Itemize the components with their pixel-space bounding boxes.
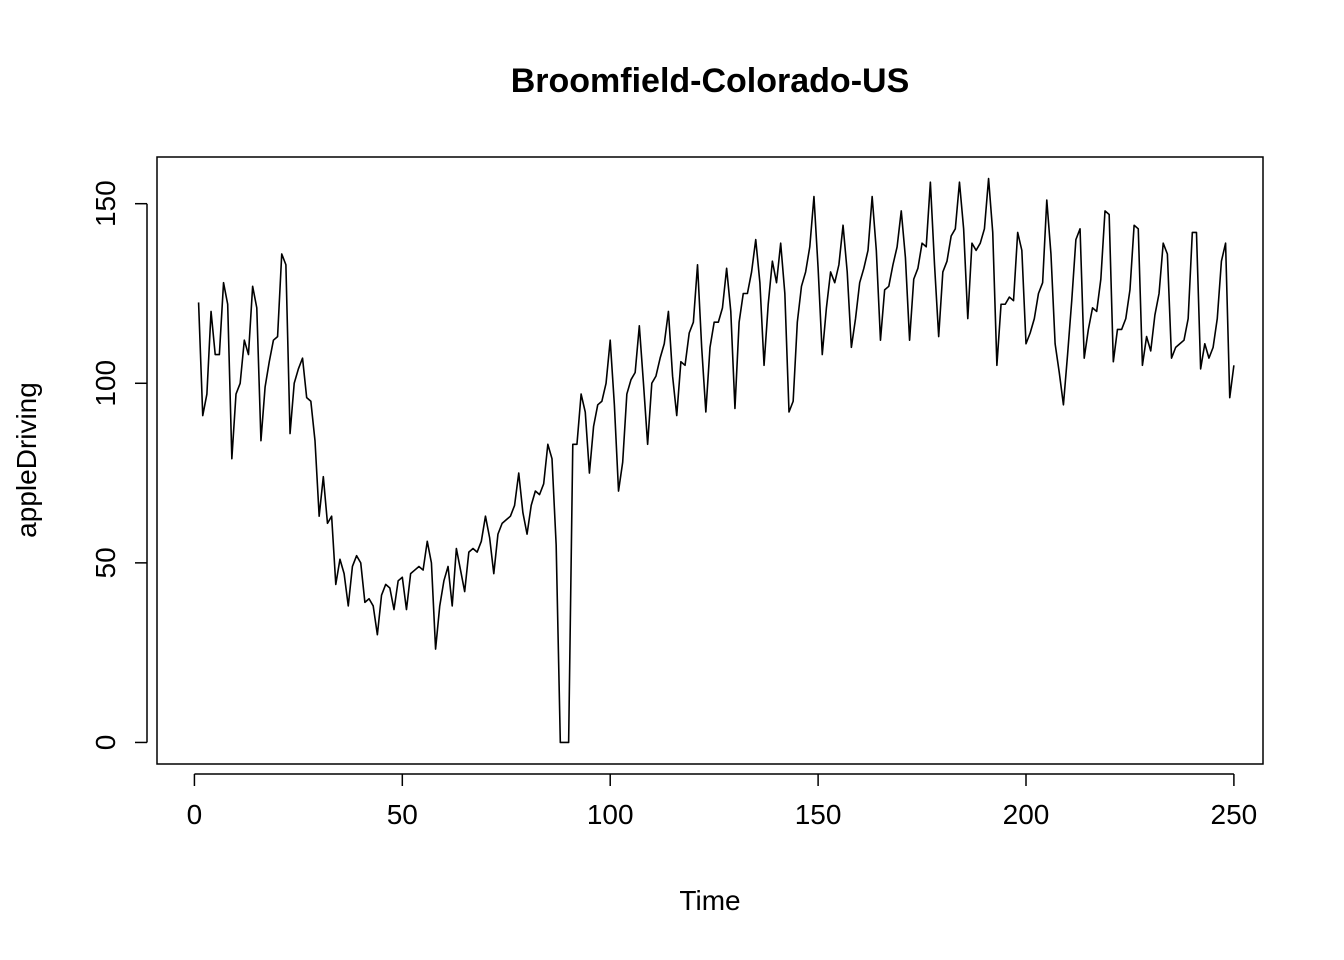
y-axis: 0 50 100 150	[90, 180, 148, 751]
y-tick-label: 0	[90, 735, 121, 751]
x-tick-label: 0	[187, 799, 203, 830]
series-line	[197, 177, 1235, 744]
chart-title: Broomfield-Colorado-US	[511, 62, 910, 100]
x-tick-label: 150	[795, 799, 842, 830]
y-tick-label: 150	[90, 180, 121, 227]
y-tick-label: 100	[90, 360, 121, 407]
x-axis: 0 50 100 150 200 250	[187, 773, 1258, 830]
y-axis-title: appleDriving	[11, 382, 42, 538]
x-tick-label: 50	[387, 799, 418, 830]
series-layer	[197, 177, 1235, 744]
x-tick-label: 250	[1211, 799, 1258, 830]
y-tick-label: 50	[90, 547, 121, 578]
plot-area	[156, 156, 1264, 765]
x-tick-label: 200	[1003, 799, 1050, 830]
x-axis-title: Time	[679, 885, 740, 916]
x-tick-label: 100	[587, 799, 634, 830]
